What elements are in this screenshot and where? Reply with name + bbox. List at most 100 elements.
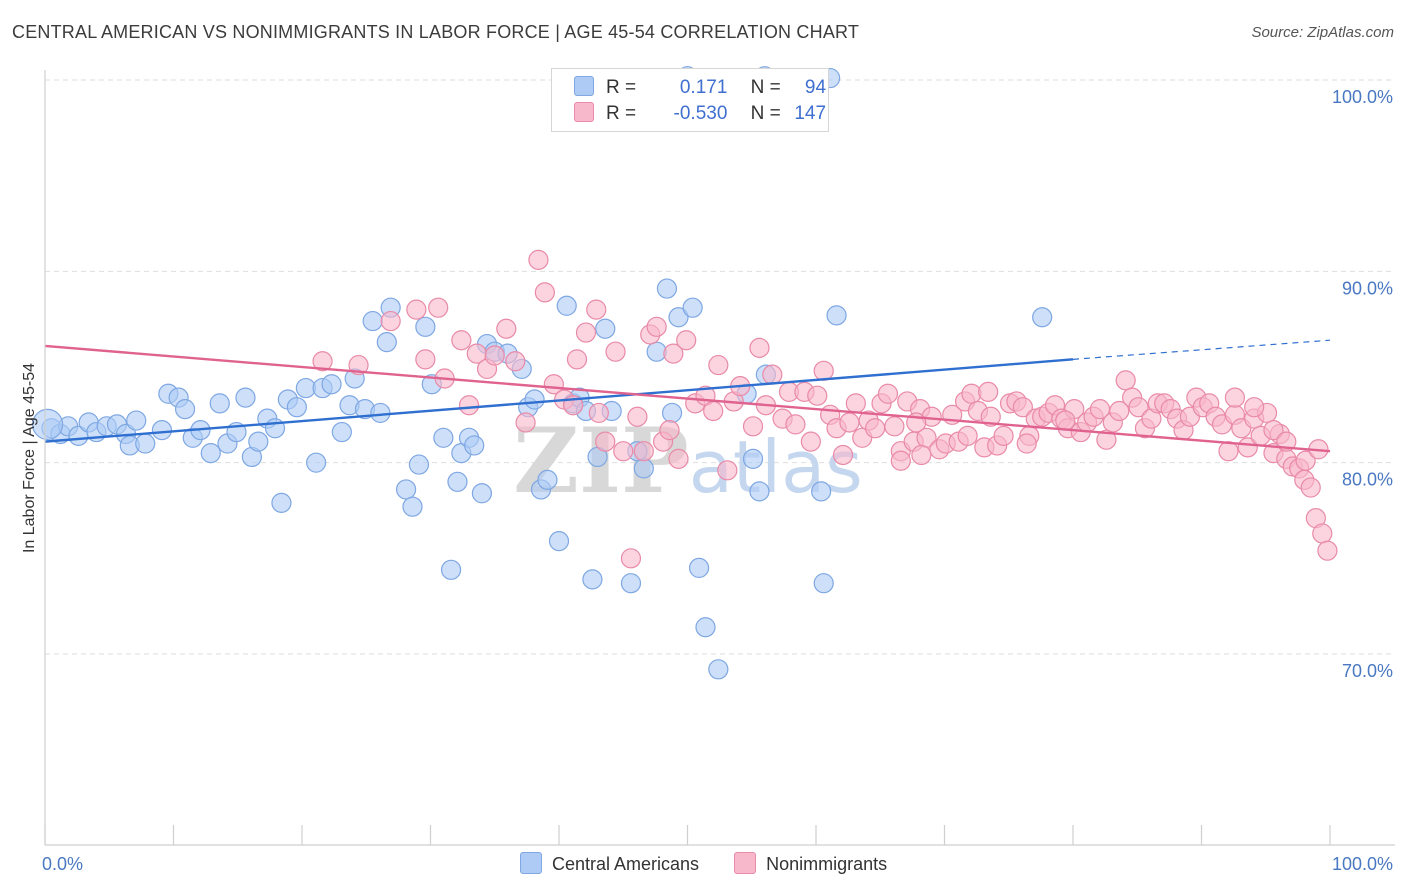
point-nonimmigrant (978, 381, 999, 402)
point-central-american (126, 410, 147, 431)
legend-swatch-pink (734, 852, 757, 874)
point-nonimmigrant (484, 345, 505, 366)
point-nonimmigrant (832, 444, 854, 466)
x-tick-label: 100.0% (1332, 854, 1393, 874)
point-central-american (688, 557, 710, 579)
point-nonimmigrant (1295, 450, 1316, 471)
point-nonimmigrant (785, 414, 806, 435)
axes (44, 70, 1395, 846)
point-nonimmigrant (505, 351, 526, 372)
point-central-american (661, 402, 683, 424)
point-nonimmigrant (534, 282, 555, 303)
point-nonimmigrant (1012, 397, 1033, 418)
legend-row-central-americans: R = 0.171 N = 94 (574, 76, 826, 100)
trend-line-extension (1072, 339, 1331, 360)
point-central-american (174, 398, 196, 420)
point-central-american (749, 481, 770, 502)
point-nonimmigrant (708, 354, 729, 376)
trend-lines (44, 339, 1331, 453)
point-nonimmigrant (415, 349, 436, 370)
point-nonimmigrant (845, 393, 866, 414)
legend-swatch-blue (574, 76, 594, 96)
point-central-american (362, 310, 383, 332)
point-nonimmigrant (957, 425, 978, 446)
y-tick-label: 100.0% (1332, 87, 1393, 107)
point-nonimmigrant (813, 360, 834, 381)
point-central-american (31, 408, 64, 440)
point-central-american (376, 332, 397, 353)
point-central-american (646, 341, 667, 362)
point-central-american (151, 420, 173, 441)
point-central-american (620, 573, 642, 594)
tick-labels: 100.0% 90.0% 80.0% 70.0% 0.0% 100.0% (42, 87, 1393, 874)
point-central-american (1032, 307, 1053, 328)
legend-r-label: R = (606, 77, 637, 98)
point-nonimmigrant (1128, 397, 1149, 418)
point-nonimmigrant (566, 349, 588, 370)
chart-source: Source: ZipAtlas.com (1251, 24, 1394, 41)
point-nonimmigrant (586, 299, 607, 320)
y-tick-label: 70.0% (1342, 661, 1393, 681)
point-nonimmigrant (605, 341, 626, 362)
point-nonimmigrant (575, 322, 597, 343)
point-nonimmigrant (1317, 540, 1338, 561)
point-central-american (826, 305, 847, 326)
point-central-american (471, 483, 492, 504)
point-nonimmigrant (1244, 397, 1265, 418)
point-central-american (582, 569, 603, 590)
legend-swatch-pink (574, 102, 594, 122)
point-nonimmigrant (961, 383, 982, 404)
point-nonimmigrant (742, 416, 764, 437)
legend-n-label: N = (750, 103, 781, 124)
point-nonimmigrant (406, 299, 427, 320)
point-central-american (402, 496, 423, 517)
point-nonimmigrant (515, 412, 536, 433)
correlation-legend: R = 0.171 N = 94 R = -0.530 N = 147 (551, 68, 829, 132)
legend-swatch-blue (520, 852, 542, 874)
point-nonimmigrant (1055, 410, 1076, 431)
series-legend: Central Americans Nonimmigrants (520, 852, 917, 875)
point-nonimmigrant (627, 406, 648, 427)
point-nonimmigrant (1016, 433, 1037, 454)
point-central-american (742, 448, 764, 469)
legend-label: Nonimmigrants (766, 854, 888, 874)
point-nonimmigrant (659, 420, 680, 441)
point-central-american (286, 397, 307, 418)
point-nonimmigrant (980, 406, 1001, 427)
legend-row-nonimmigrants: R = -0.530 N = 147 (574, 102, 826, 126)
point-nonimmigrant (890, 450, 911, 471)
point-nonimmigrant (1237, 437, 1258, 458)
point-central-american (447, 471, 468, 492)
point-nonimmigrant (1300, 477, 1321, 498)
point-central-american (811, 481, 832, 502)
point-nonimmigrant (1263, 420, 1284, 441)
point-central-american (209, 393, 230, 414)
point-central-american (321, 374, 342, 395)
trend-line-nonimmigrants (44, 344, 1331, 453)
point-nonimmigrant (1115, 370, 1136, 391)
point-central-american (656, 278, 678, 299)
point-nonimmigrant (496, 318, 517, 339)
point-nonimmigrant (807, 385, 828, 406)
point-nonimmigrant (1312, 523, 1333, 544)
point-central-american (537, 469, 558, 490)
point-nonimmigrant (865, 418, 886, 439)
point-central-american (440, 559, 462, 580)
y-tick-label: 80.0% (1342, 470, 1393, 490)
point-central-american (248, 431, 269, 452)
legend-r-label: R = (606, 103, 637, 124)
point-nonimmigrant (428, 297, 449, 318)
point-nonimmigrant (620, 548, 642, 569)
legend-item-central-americans: Central Americans (520, 852, 699, 875)
chart-title: CENTRAL AMERICAN VS NONIMMIGRANTS IN LAB… (12, 22, 860, 42)
point-nonimmigrant (613, 441, 634, 462)
point-nonimmigrant (877, 383, 899, 404)
point-nonimmigrant (703, 400, 724, 422)
point-nonimmigrant (348, 354, 369, 376)
legend-n-label: N = (750, 77, 781, 98)
point-central-american (415, 316, 436, 337)
point-central-american (595, 318, 616, 339)
point-central-american (548, 531, 570, 552)
legend-r-value: 0.171 (679, 77, 728, 98)
